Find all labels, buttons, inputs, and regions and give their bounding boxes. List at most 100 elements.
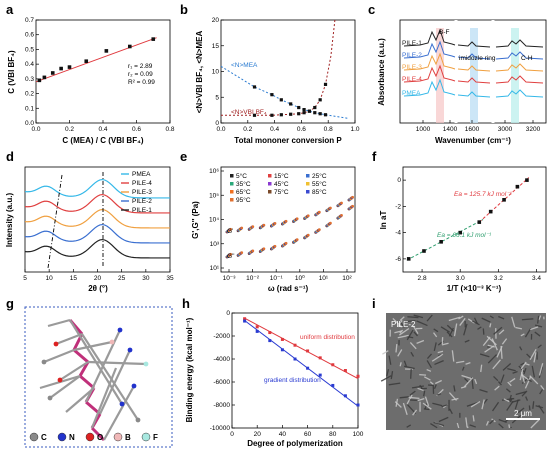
legend-swatch [268,174,272,178]
data-point [313,111,317,115]
sem-grain [506,400,514,411]
legend-swatch [306,190,310,194]
y-tick-label: 0 [397,177,401,184]
series-label: PMEA [402,90,421,97]
sem-grain [521,390,528,397]
sem-grain [483,398,488,404]
panel-i-label: i [372,296,376,311]
y-tick-label: -8000 [213,402,230,409]
x-tick-label: 3000 [498,126,513,133]
sem-grain [461,374,472,380]
sem-grain [392,317,403,328]
sem-grain [471,320,480,326]
sem-grain [448,316,461,322]
sem-grain [498,419,507,423]
atom [41,359,47,365]
legend-label: 25°C [312,172,327,180]
bf-band [436,28,444,123]
xrd-curve [24,223,171,244]
sem-grain [502,362,512,371]
sem-grain [515,391,527,396]
sem-grain [521,374,529,381]
peak-guide [47,174,63,269]
data-point [502,198,506,202]
y-tick-label: 0.0 [25,120,34,127]
x-tick-label: 0.8 [324,126,333,133]
sem-grain [429,381,434,385]
side-chain-bond [103,385,135,441]
series-label: PILE-1 [402,40,422,47]
data-point [104,49,109,53]
sem-grain [412,409,418,416]
legend-swatch [306,174,310,178]
panel-g: g C N O B F [6,296,173,448]
data-point [318,112,322,116]
sem-grain [463,377,474,388]
y-tick-label: 10⁵ [209,192,219,199]
y-tick-label: 0 [215,120,219,127]
sem-grain [416,339,425,345]
data-point [318,356,322,360]
sem-grain [523,367,527,375]
side-chain-bond [81,333,139,421]
g-double-prime-point [295,238,299,242]
sem-grain [519,346,523,351]
x-tick-label: 10 [46,275,54,282]
atom-legend-label: B [125,433,131,442]
y-tick-label: 5 [215,94,219,101]
side-chain-bond [65,387,95,413]
x-tick-label: 3200 [526,126,541,133]
data-point [270,113,274,117]
sem-grain [464,339,470,343]
panel-b-label: b [180,2,188,17]
sem-grain [423,376,431,381]
atom-legend-label: C [41,433,47,442]
sem-grain [467,318,475,324]
sem-grain [407,396,420,400]
atom [47,395,53,401]
g-double-prime-point [240,251,244,255]
sem-grain [508,394,512,402]
sem-grain [526,353,532,359]
sem-grain [434,360,444,366]
x-tick-label: 3.0 [456,275,465,282]
g-double-prime-point [340,213,343,217]
side-chain-bond [55,332,83,346]
y-tick-label: 0.1 [25,105,34,112]
sem-grain [386,369,390,377]
y-axis-title: G',G'' (Pa) [191,201,200,239]
sem-grain [433,384,437,389]
g-prime-point [351,195,354,199]
sem-grain [519,368,524,381]
data-point [293,343,297,347]
legend-label: 55°C [312,180,327,188]
sem-grain [500,345,503,359]
sem-grain [433,332,438,338]
data-point [477,220,482,224]
atom [127,347,133,353]
ea-high-annotation: Ea = 125.7 kJ mol⁻¹ [454,191,513,198]
imidazole-annotation: imidozle ring [459,55,496,62]
x-axis-title: Wavenumber (cm⁻¹) [435,136,511,145]
g-double-prime-point [262,247,266,251]
data-point [67,65,72,69]
x-tick-label: 0.2 [243,126,252,133]
sem-grain [509,377,516,383]
sem-grain [406,335,414,339]
sem-grain [520,333,525,337]
xrd-curve [24,238,171,259]
xrd-curve [24,193,171,214]
sem-grain [508,424,511,429]
sem-grain [446,331,453,338]
y-tick-label: -6 [395,256,401,263]
sem-grain [507,368,516,372]
data-point [306,366,310,370]
x-tick-label: 20 [254,431,262,438]
backbone-bond [90,426,106,442]
sem-grain [440,326,451,333]
uniform-fit [244,317,359,379]
x-tick-label: 35 [166,275,174,282]
sem-grain [477,326,482,330]
y-tick-label: 0.2 [25,91,34,98]
x-tick-label: 3.2 [494,275,503,282]
